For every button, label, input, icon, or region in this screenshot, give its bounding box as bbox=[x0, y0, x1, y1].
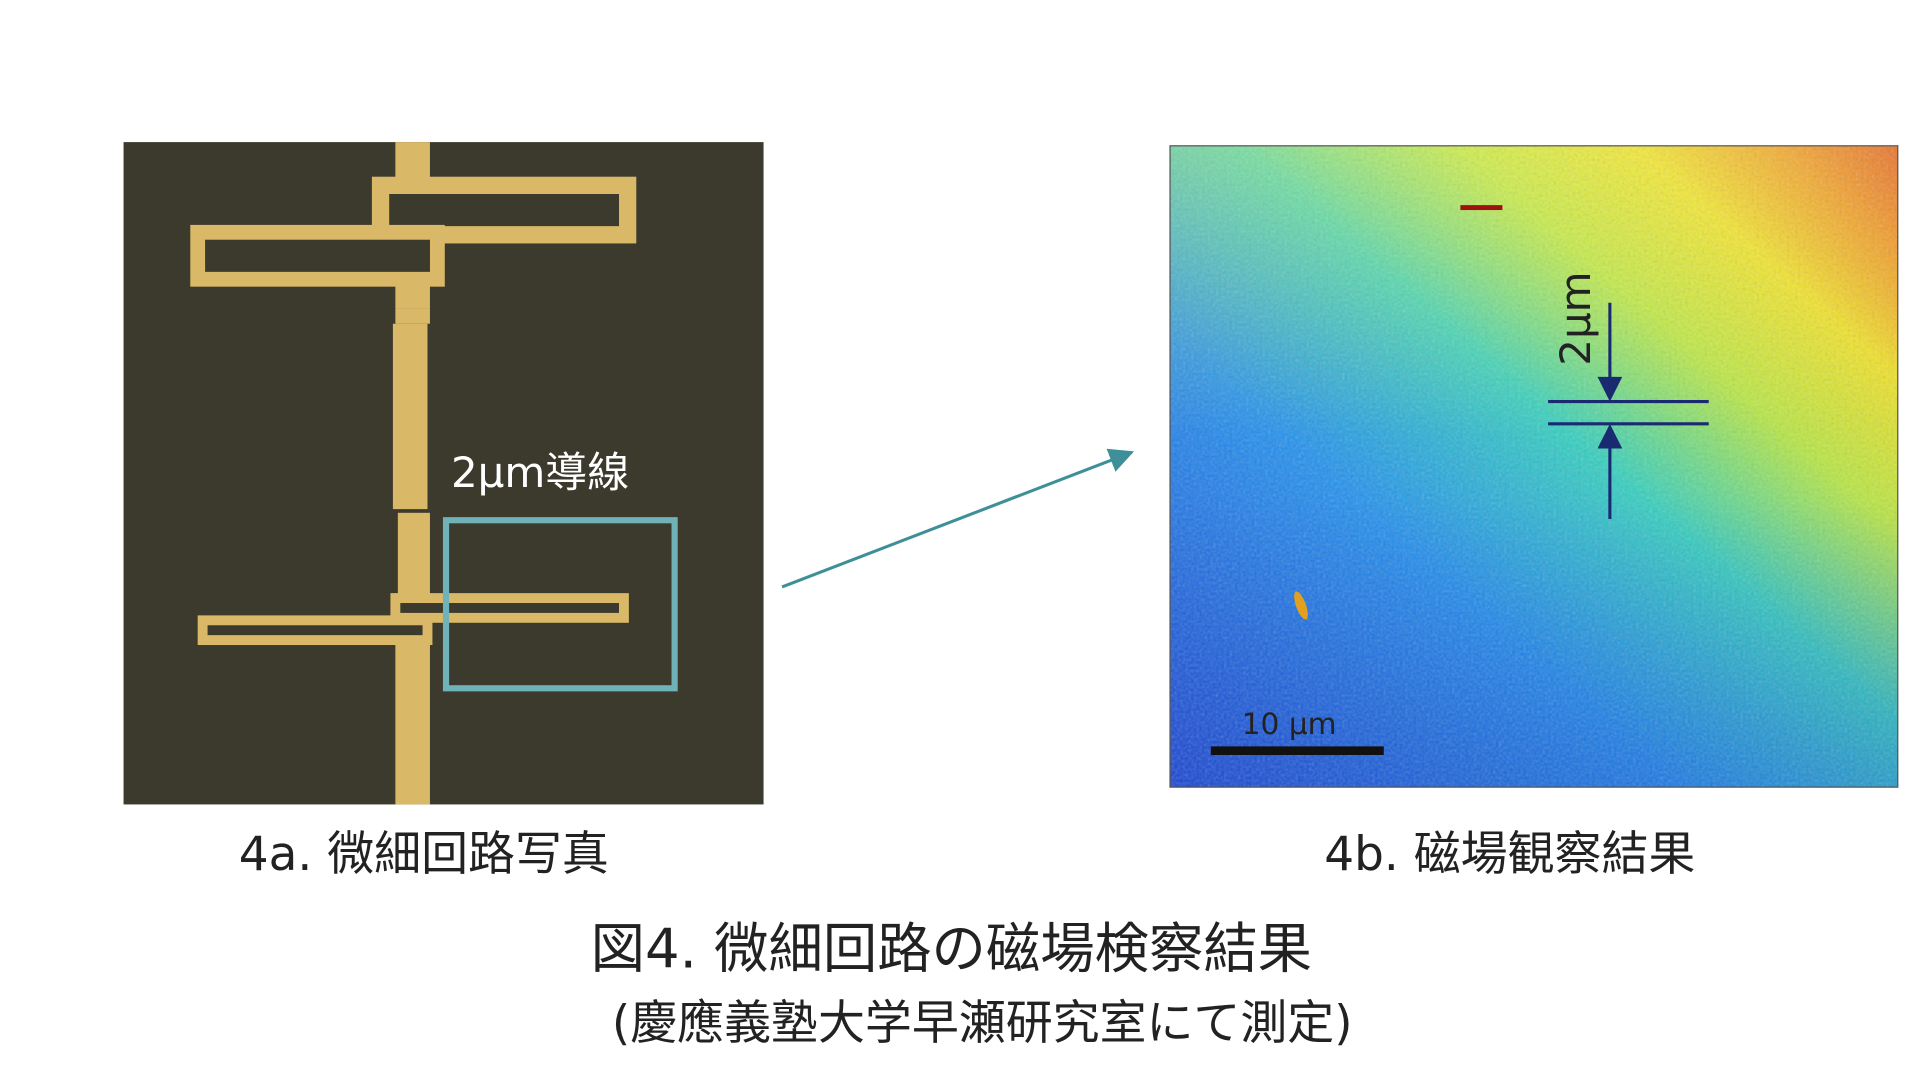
caption-b: 4b. 磁場観察結果 bbox=[1324, 827, 1695, 882]
scale-bar-label: 10 μm bbox=[1242, 706, 1337, 741]
caption-a: 4a. 微細回路写真 bbox=[239, 827, 609, 882]
magnetic-map: 2μm 10 μm bbox=[1169, 145, 1899, 788]
circuit-photo: 2μm導線 bbox=[123, 142, 764, 805]
figure-title: 図4. 微細回路の磁場検察結果 bbox=[591, 918, 1312, 981]
figure-subtitle: (慶應義塾大学早瀬研究室にて測定) bbox=[612, 996, 1353, 1051]
arrow bbox=[781, 448, 1135, 589]
width-label: 2μm bbox=[1551, 271, 1600, 365]
annotation: 2μm導線 bbox=[451, 448, 629, 497]
